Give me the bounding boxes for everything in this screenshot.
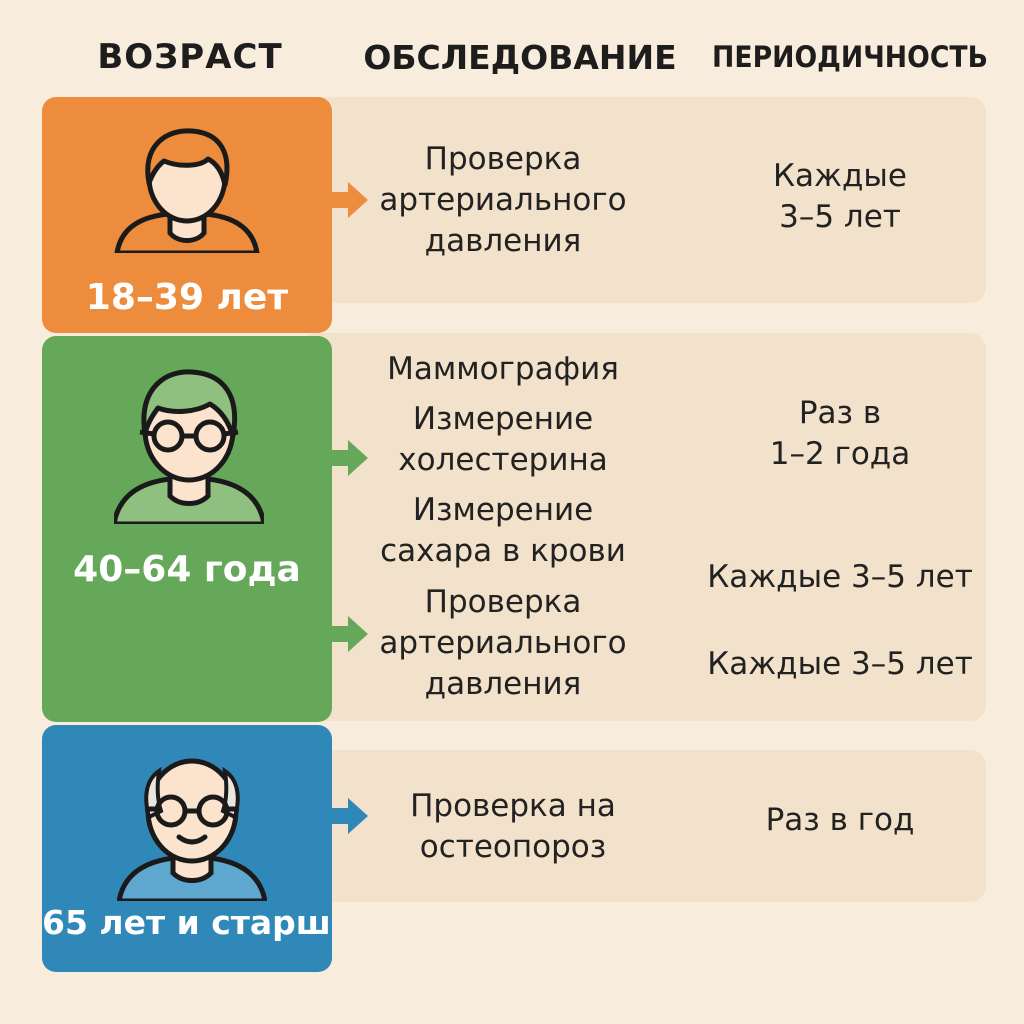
row-background-middle bbox=[300, 333, 986, 721]
exam-middle-3: Проверка артериального давления bbox=[379, 584, 627, 702]
young-person-icon bbox=[114, 128, 260, 253]
age-box-senior: 65 лет и старше bbox=[42, 725, 332, 972]
header-frequency: ПЕРИОДИЧНОСТЬ bbox=[712, 40, 988, 74]
row-background-senior bbox=[300, 750, 986, 902]
frequency-middle-1: Каждые 3–5 лет bbox=[707, 559, 973, 595]
frequency-middle-0: Раз в 1–2 года bbox=[769, 395, 911, 472]
exam-middle-0: Маммография bbox=[387, 351, 619, 387]
age-label-senior: 65 лет и старше bbox=[42, 903, 332, 942]
arrow-right-icon bbox=[330, 182, 368, 218]
age-label-young: 18–39 лет bbox=[85, 277, 289, 318]
arrow-right-icon bbox=[330, 616, 368, 652]
header-exam: ОБСЛЕДОВАНИЕ bbox=[363, 37, 677, 77]
age-box-young: 18–39 лет bbox=[42, 97, 332, 333]
frequency-senior-0: Раз в год bbox=[765, 802, 915, 838]
exam-middle-1: Измерение холестерина bbox=[398, 401, 608, 478]
frequency-middle-2: Каждые 3–5 лет bbox=[707, 646, 973, 682]
arrow-right-icon bbox=[330, 798, 368, 834]
senior-person-icon bbox=[117, 758, 267, 901]
age-box-middle: 40–64 года bbox=[42, 336, 332, 722]
exam-middle-2: Измерение сахара в крови bbox=[380, 492, 626, 569]
exam-senior-0: Проверка на остеопороз bbox=[410, 788, 616, 865]
exam-young-0: Проверка артериального давления bbox=[379, 141, 627, 259]
header-age: ВОЗРАСТ bbox=[97, 37, 283, 77]
row-background-young bbox=[300, 97, 986, 303]
frequency-young-0: Каждые 3–5 лет bbox=[773, 158, 907, 235]
person-with-glasses-icon bbox=[114, 369, 264, 524]
age-label-middle: 40–64 года bbox=[73, 549, 301, 590]
arrow-right-icon bbox=[330, 440, 368, 476]
